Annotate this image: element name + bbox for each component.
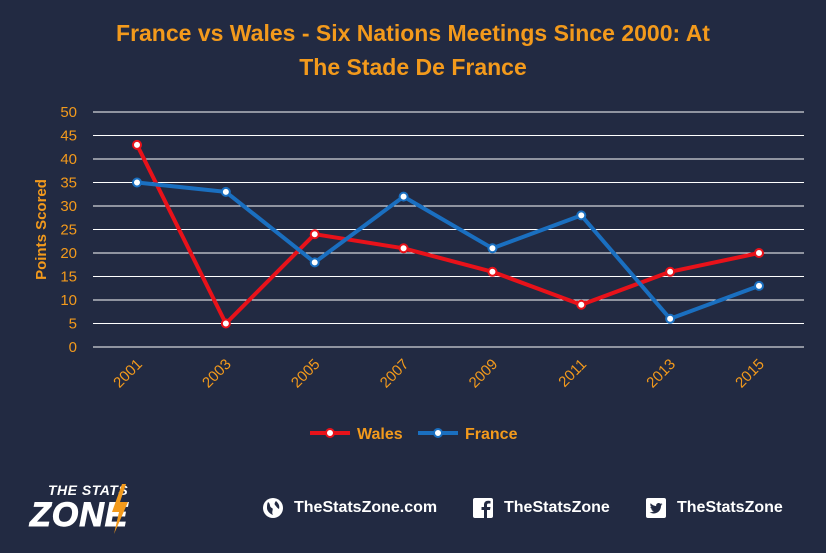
x-tick-label: 2009 — [466, 356, 502, 392]
facebook-link[interactable]: TheStatsZone — [472, 496, 610, 520]
chart-title: France vs Wales - Six Nations Meetings S… — [40, 16, 786, 84]
y-axis-label: Points Scored — [33, 179, 50, 280]
x-tick-label: 2013 — [643, 356, 679, 392]
logo-text-top: THE STATS — [48, 482, 129, 498]
footer: THE STATS ZONE TheStatsZone.com — [0, 470, 826, 553]
y-tick-label: 15 — [60, 269, 77, 286]
facebook-text: TheStatsZone — [504, 499, 610, 516]
data-point-wales — [132, 139, 142, 150]
y-tick-label: 20 — [60, 245, 77, 262]
data-point-france — [665, 313, 676, 324]
y-tick-label: 10 — [60, 292, 77, 309]
y-tick-label: 45 — [60, 128, 77, 145]
chart-title-line-2: The Stade De France — [299, 54, 527, 80]
twitter-text: TheStatsZone — [677, 499, 783, 516]
data-point-wales — [220, 318, 231, 329]
website-text: TheStatsZone.com — [294, 499, 438, 516]
data-point-wales — [309, 229, 320, 240]
y-tick-label: 35 — [60, 175, 77, 192]
y-tick-label: 0 — [69, 339, 77, 356]
data-point-wales — [754, 248, 764, 258]
stats-zone-logo: THE STATS ZONE — [29, 482, 175, 542]
x-tick-label: 2011 — [555, 356, 590, 391]
x-tick-label: 2015 — [732, 356, 768, 392]
legend-label-wales: Wales — [357, 426, 403, 443]
data-point-france — [309, 257, 320, 268]
y-tick-label: 40 — [60, 151, 77, 168]
x-tick-label: 2005 — [288, 356, 324, 392]
data-point-wales — [665, 266, 676, 277]
y-tick-label: 50 — [60, 104, 77, 121]
twitter-link[interactable]: TheStatsZone — [645, 496, 783, 520]
data-point-france — [220, 186, 231, 197]
data-point-france — [576, 210, 587, 221]
series-line-wales — [135, 144, 760, 326]
x-tick-label: 2001 — [110, 356, 146, 392]
data-point-wales — [398, 243, 409, 254]
legend-label-france: France — [465, 426, 518, 443]
website-link[interactable]: TheStatsZone.com — [262, 496, 437, 520]
legend-marker-wales — [325, 428, 335, 438]
logo-text-big: ZONE — [29, 496, 129, 535]
facebook-icon — [472, 497, 494, 519]
twitter-icon — [645, 497, 667, 519]
line-chart: 0 5 10 15 20 25 30 35 40 45 50 2001 2003 2005 2007 2009… — [33, 104, 804, 443]
y-tick-label: 25 — [60, 222, 77, 239]
data-point-france — [132, 177, 142, 188]
data-point-france — [487, 243, 498, 254]
x-tick-label: 2003 — [199, 356, 235, 392]
data-point-france — [754, 280, 764, 291]
series-line-france — [136, 180, 760, 321]
y-tick-label: 30 — [60, 198, 77, 215]
lightning-bolt-icon — [112, 484, 128, 534]
legend-marker-france — [433, 428, 443, 438]
data-point-wales — [576, 299, 587, 310]
data-point-wales — [487, 266, 498, 277]
chart-title-line-1: France vs Wales - Six Nations Meetings S… — [116, 20, 710, 46]
y-tick-label: 5 — [69, 316, 77, 333]
data-point-france — [398, 191, 409, 202]
x-tick-label: 2007 — [377, 356, 413, 392]
globe-icon — [262, 497, 284, 519]
